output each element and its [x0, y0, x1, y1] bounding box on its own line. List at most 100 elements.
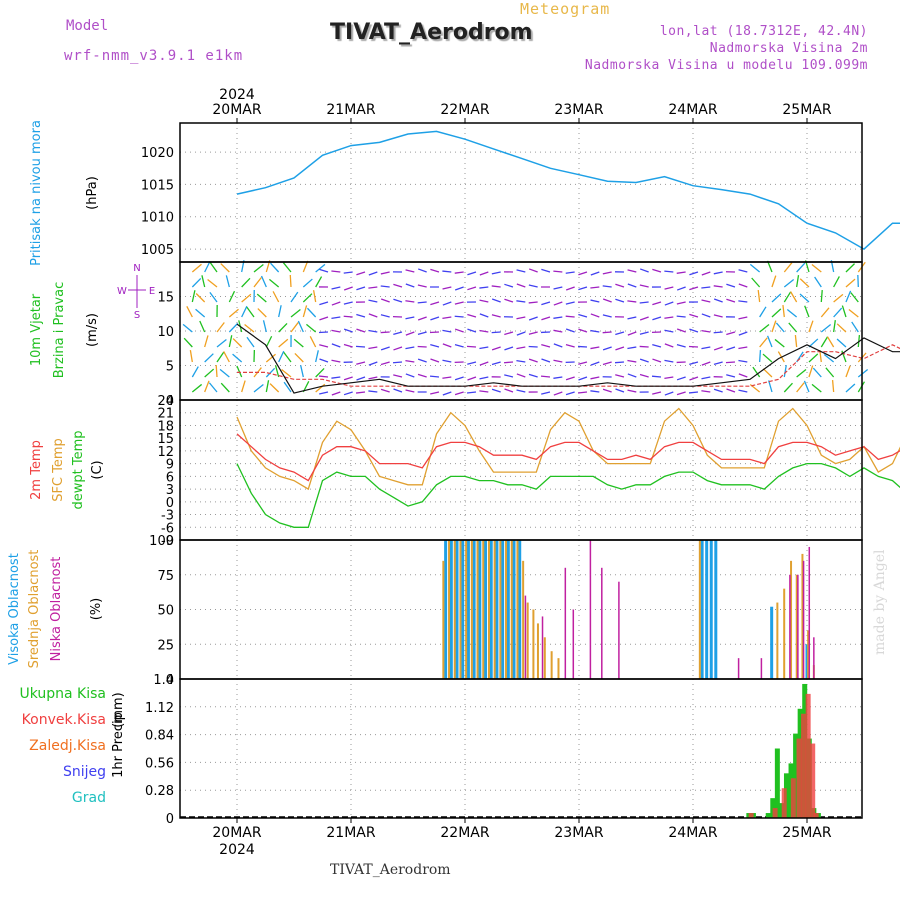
wind-arrow — [713, 314, 723, 318]
wind-arrow — [590, 271, 600, 276]
wind-arrow — [491, 346, 501, 351]
wind-arrow — [808, 353, 819, 363]
y-tick-label: 1020 — [141, 146, 174, 161]
wind-arrow — [186, 306, 193, 318]
wind-arrow — [578, 328, 588, 333]
wind-arrow — [590, 390, 600, 393]
frame-layer — [179, 118, 863, 823]
cloud-bar — [465, 540, 468, 679]
wind-arrow — [713, 285, 723, 288]
wind-arrow — [845, 278, 856, 288]
wind-arrow — [602, 271, 612, 275]
wind-arrow — [454, 328, 464, 333]
wind-arrow — [652, 316, 662, 321]
wind-arrow — [319, 316, 329, 321]
wind-arrow — [309, 336, 317, 348]
wind-arrow — [209, 261, 218, 273]
y-tick-label: 18 — [157, 419, 174, 434]
wind-arrow — [393, 283, 403, 288]
wind-arrow — [368, 346, 378, 350]
x-tick-label-bottom: 21MAR — [326, 825, 375, 841]
wind-arrow — [467, 313, 477, 318]
wind-arrow — [405, 283, 415, 288]
wind-arrow — [590, 299, 600, 303]
cloud-bar — [541, 616, 544, 679]
panel-frame-pressure — [179, 122, 863, 263]
wind-arrow — [246, 336, 255, 348]
wind-arrow — [293, 338, 304, 348]
precip-bar — [793, 733, 799, 818]
wind-arrow — [302, 278, 313, 288]
wind-arrow — [312, 290, 317, 303]
wind-arrow — [289, 274, 292, 288]
wind-arrow — [467, 361, 477, 365]
wind-arrow — [516, 346, 526, 350]
precip-bar — [813, 813, 819, 818]
wind-arrow — [290, 291, 299, 303]
wind-arrow — [553, 329, 563, 333]
wind-arrow — [794, 334, 798, 348]
wind-arrow — [262, 320, 267, 333]
wind-arrow — [430, 391, 440, 395]
precip-bar — [765, 813, 771, 818]
wind-arrow — [701, 299, 711, 303]
wind-arrow — [204, 353, 214, 363]
cloud-bar — [557, 658, 560, 679]
cloud-bar — [499, 540, 502, 679]
wind-arrow — [602, 346, 612, 351]
wind-arrow — [796, 262, 806, 273]
cloud-bar — [572, 609, 575, 679]
wind-arrow — [788, 322, 798, 333]
wind-arrow-field — [182, 260, 869, 396]
cloud-bar — [790, 560, 793, 679]
temp-2m-axis-label: 2m Temp — [29, 440, 44, 500]
wind-arrow — [331, 391, 341, 396]
wind-arrow — [417, 268, 427, 273]
cloud-bar — [813, 637, 815, 679]
x-tick-label-top: 20MAR — [212, 102, 261, 118]
wind-arrow — [602, 331, 612, 334]
wind-arrow — [302, 293, 313, 303]
y-tick-label: 5 — [166, 360, 174, 375]
wind-arrow — [516, 316, 526, 320]
wind-arrow — [442, 343, 452, 348]
wind-arrow — [278, 338, 289, 348]
wind-arrow — [442, 286, 452, 290]
wind-arrow — [228, 290, 236, 303]
wind-arrow — [343, 301, 353, 305]
wind-arrow — [565, 301, 575, 305]
cloud-bar — [442, 560, 445, 679]
wind-arrow — [639, 301, 649, 304]
cloud-unit-label: (%) — [89, 598, 104, 621]
wind-arrow — [738, 389, 748, 393]
cloud-bar — [512, 540, 516, 679]
wind-arrow — [664, 376, 674, 379]
wind-arrow — [713, 361, 723, 366]
wind-arrow — [417, 284, 427, 288]
wind-arrow — [504, 331, 514, 336]
wind-arrow — [664, 270, 674, 273]
wind-arrow — [331, 376, 341, 379]
precip-bar — [796, 738, 802, 818]
wind-arrow — [803, 380, 810, 393]
wind-arrow — [725, 361, 736, 364]
wind-arrow — [331, 286, 341, 290]
wind-arrow — [664, 286, 674, 290]
wind-arrow — [804, 305, 810, 318]
wind-arrow — [841, 305, 847, 318]
cloud-bar — [618, 581, 620, 679]
cloud-bar — [489, 540, 493, 679]
wind-arrow — [664, 301, 674, 306]
precip-legend-item: Zaledj.Kisa — [29, 738, 106, 754]
wind-arrow — [738, 359, 748, 363]
wind-arrow — [265, 335, 273, 348]
wind-arrow — [417, 358, 427, 363]
elevation-label: Nadmorska Visina 2m — [709, 41, 868, 56]
wind-arrow — [368, 361, 378, 366]
precip-legend-item: Ukupna Kisa — [19, 686, 106, 702]
wind-arrow — [454, 391, 464, 396]
y-tick-label: 0 — [166, 673, 174, 688]
year-label-top: 2024 — [219, 87, 255, 103]
y-tick-label: -9 — [161, 534, 174, 549]
wind-arrow — [602, 285, 612, 288]
